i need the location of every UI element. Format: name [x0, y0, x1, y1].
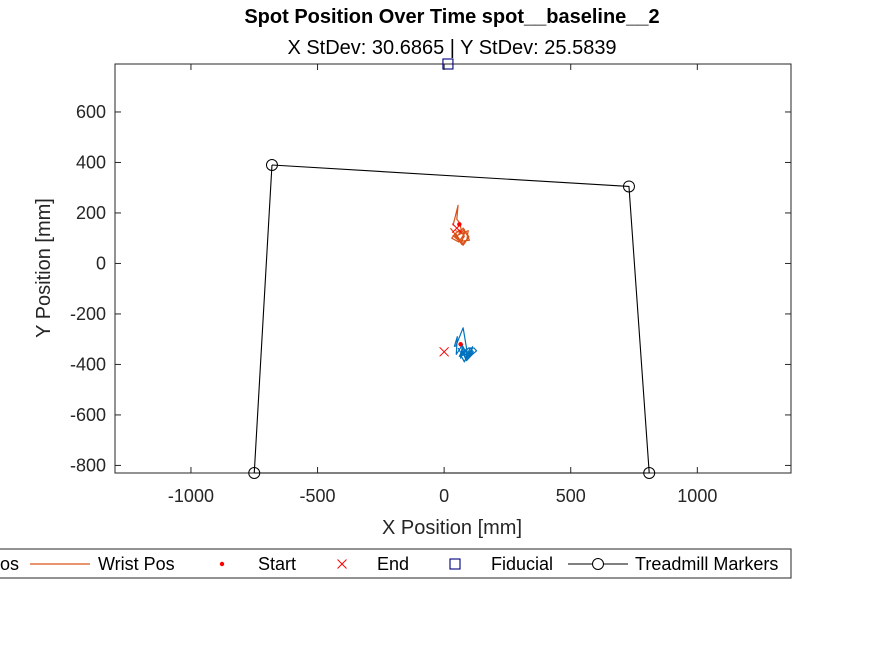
x-axis-label: X Position [mm]	[382, 517, 522, 539]
legend-swatch	[219, 561, 225, 567]
hand-excursion-line	[454, 327, 468, 355]
plot-layer	[248, 58, 656, 479]
end-point	[451, 223, 462, 233]
y-axis-label: Y Position [mm]	[33, 198, 55, 338]
treadmill-point	[265, 158, 278, 171]
axis-layer: -1000 -500 0 500 1000 -800 -600 -400 -200 0 200 400…	[70, 64, 791, 506]
wrist-line	[449, 227, 471, 246]
x-tick-label: -1000	[168, 486, 214, 506]
y-tick-label: 0	[96, 253, 106, 273]
treadmill-point	[248, 467, 261, 479]
legend-label: Treadmill Markers	[635, 554, 778, 574]
legend-item-treadmill: Treadmill Markers	[568, 554, 778, 574]
treadmill-point	[622, 180, 635, 193]
legend-label: Fiducial	[491, 554, 553, 574]
legend-swatch	[449, 558, 461, 570]
legend-label: os	[0, 554, 19, 574]
y-tick-label: 400	[76, 152, 106, 172]
x-tick-label: 1000	[677, 486, 717, 506]
legend-label: Wrist Pos	[98, 554, 175, 574]
legend-item-wrist: Wrist Pos	[30, 554, 175, 574]
legend-item-start: Start	[219, 554, 296, 574]
legend-item-fiducial: Fiducial	[449, 554, 553, 574]
x-tick-label: -500	[300, 486, 336, 506]
legend-label: End	[377, 554, 409, 574]
start-point	[457, 222, 462, 227]
legend-label: Start	[258, 554, 296, 574]
treadmill-line	[253, 164, 650, 474]
legend-item-hand: os	[0, 554, 19, 574]
legend-swatch-marker	[592, 558, 604, 570]
y-tick-label: -400	[70, 354, 106, 374]
legend-item-end: End	[337, 554, 409, 574]
fiducial-point	[442, 58, 454, 70]
start-point	[458, 342, 463, 347]
legend: os Wrist Pos Start End Fiducial Treadmill Mar…	[0, 548, 792, 579]
chart-subtitle: X StDev: 30.6865 | Y StDev: 25.5839	[287, 37, 616, 59]
y-tick-label: -200	[70, 304, 106, 324]
y-tick-label: 200	[76, 203, 106, 223]
y-tick-label: -600	[70, 405, 106, 425]
legend-swatch	[337, 559, 347, 569]
treadmill-point	[643, 467, 656, 479]
end-point	[439, 346, 449, 357]
chart-title: Spot Position Over Time spot__baseline__…	[244, 6, 659, 28]
y-tick-label: -800	[70, 455, 106, 475]
plot-area	[114, 63, 792, 474]
y-tick-label: 600	[76, 102, 106, 122]
legend-box	[0, 548, 792, 579]
x-tick-label: 500	[556, 486, 586, 506]
x-tick-label: 0	[439, 486, 449, 506]
